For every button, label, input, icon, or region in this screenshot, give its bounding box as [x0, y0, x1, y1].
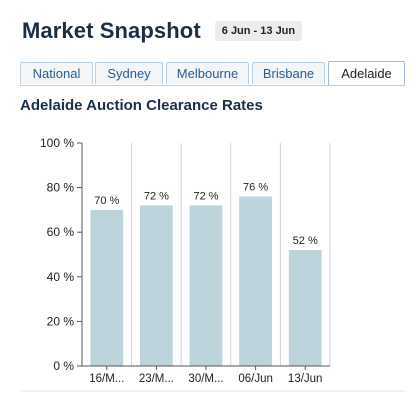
tab-national[interactable]: National [20, 62, 93, 84]
bar[interactable] [140, 205, 173, 366]
city-tabs: National Sydney Melbourne Brisbane Adela… [20, 61, 405, 86]
x-tick-label: 06/Jun [238, 373, 273, 385]
y-tick-label: 60 % [47, 225, 75, 239]
data-label: 52 % [293, 235, 318, 247]
tab-adelaide[interactable]: Adelaide [328, 61, 405, 85]
y-tick-label: 20 % [47, 314, 75, 328]
data-label: 76 % [243, 182, 268, 194]
date-range-badge: 6 Jun - 13 Jun [214, 21, 303, 41]
y-tick-label: 40 % [47, 270, 75, 284]
data-label: 70 % [94, 195, 119, 207]
data-label: 72 % [193, 190, 218, 202]
bar[interactable] [239, 196, 272, 366]
tab-sydney[interactable]: Sydney [95, 62, 163, 84]
x-tick-label: 13/Jun [288, 373, 323, 385]
bar[interactable] [90, 209, 124, 366]
page-title: Market Snapshot [22, 18, 201, 43]
header: Market Snapshot 6 Jun - 13 Jun [22, 14, 303, 48]
x-tick-label: 23/M... [139, 373, 174, 385]
bar[interactable] [288, 250, 322, 366]
tabs-divider [20, 85, 405, 86]
bar[interactable] [189, 205, 223, 366]
y-tick-label: 80 % [47, 181, 75, 195]
x-tick-label: 16/M... [89, 373, 124, 385]
tab-brisbane[interactable]: Brisbane [252, 62, 325, 84]
tab-melbourne[interactable]: Melbourne [166, 62, 249, 84]
data-label: 72 % [144, 190, 169, 202]
y-tick-label: 0 % [53, 359, 74, 373]
x-tick-label: 30/M... [188, 373, 223, 385]
chart-title: Adelaide Auction Clearance Rates [20, 97, 263, 114]
y-tick-label: 100 % [40, 136, 74, 150]
